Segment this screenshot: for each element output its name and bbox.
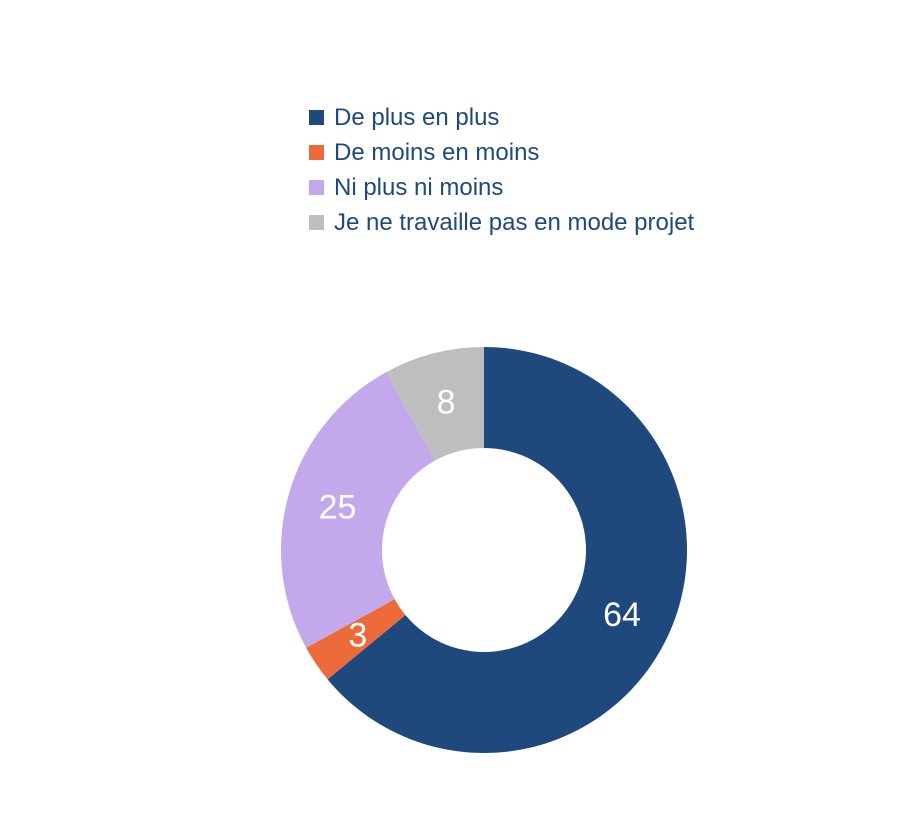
chart-legend: De plus en plus De moins en moins Ni plu… bbox=[309, 100, 694, 240]
legend-item-de-moins-en-moins: De moins en moins bbox=[309, 135, 694, 170]
data-label-pas-en-mode-projet: 8 bbox=[437, 383, 456, 421]
legend-label-de-moins-en-moins: De moins en moins bbox=[334, 138, 540, 166]
data-label-de-moins-en-moins: 3 bbox=[348, 617, 367, 655]
donut-slice-pas-en-mode-projet bbox=[386, 347, 484, 461]
legend-label-ni-plus-ni-moins: Ni plus ni moins bbox=[334, 173, 504, 201]
legend-label-de-plus-en-plus: De plus en plus bbox=[334, 103, 500, 131]
legend-swatch-de-plus-en-plus bbox=[309, 110, 324, 125]
donut-slice-ni-plus-ni-moins bbox=[281, 372, 435, 648]
data-label-ni-plus-ni-moins: 25 bbox=[319, 488, 357, 526]
legend-swatch-ni-plus-ni-moins bbox=[309, 180, 324, 195]
data-label-de-plus-en-plus: 64 bbox=[603, 596, 641, 634]
donut-slice-de-moins-en-moins bbox=[306, 599, 406, 680]
donut-slice-de-plus-en-plus bbox=[327, 347, 687, 754]
legend-swatch-pas-en-mode-projet bbox=[309, 215, 324, 230]
legend-item-ni-plus-ni-moins: Ni plus ni moins bbox=[309, 170, 694, 205]
legend-swatch-de-moins-en-moins bbox=[309, 145, 324, 160]
legend-item-pas-en-mode-projet: Je ne travaille pas en mode projet bbox=[309, 205, 694, 240]
legend-item-de-plus-en-plus: De plus en plus bbox=[309, 100, 694, 135]
legend-label-pas-en-mode-projet: Je ne travaille pas en mode projet bbox=[334, 208, 695, 236]
